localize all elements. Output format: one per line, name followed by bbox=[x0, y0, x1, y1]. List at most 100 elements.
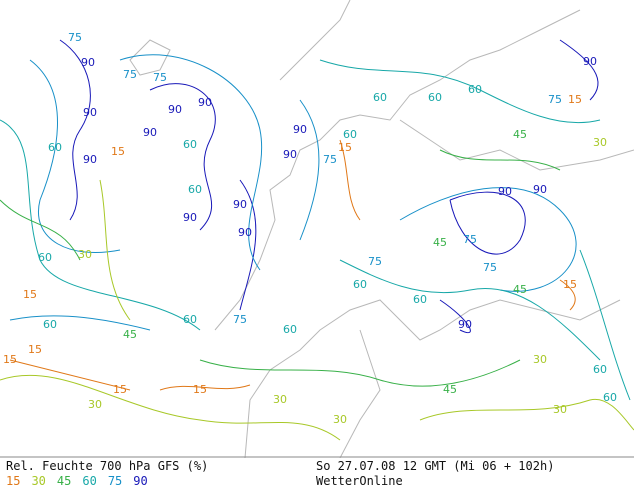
contour-line bbox=[119, 54, 263, 271]
contour-line bbox=[59, 39, 91, 221]
legend-levels: 15 30 45 60 75 90 bbox=[6, 474, 159, 488]
contour-lines bbox=[0, 39, 634, 441]
contour-label: 30 bbox=[78, 248, 92, 261]
contour-label: 60 bbox=[283, 323, 297, 336]
contour-line bbox=[399, 187, 577, 292]
contour-label: 75 bbox=[368, 255, 382, 268]
contour-label: 30 bbox=[553, 403, 567, 416]
contour-label: 30 bbox=[333, 413, 347, 426]
contour-label: 15 bbox=[568, 93, 582, 106]
contour-line bbox=[439, 299, 471, 334]
contour-line bbox=[579, 249, 631, 401]
contour-label: 30 bbox=[273, 393, 287, 406]
legend-level: 60 bbox=[82, 474, 97, 488]
contour-label: 75 bbox=[153, 71, 167, 84]
contour-label: 30 bbox=[593, 136, 607, 149]
contour-label: 90 bbox=[198, 96, 212, 109]
contour-label: 15 bbox=[563, 278, 577, 291]
contour-label: 75 bbox=[483, 261, 497, 274]
contour-line bbox=[559, 279, 576, 311]
legend-level: 15 bbox=[6, 474, 21, 488]
contour-label: 90 bbox=[238, 226, 252, 239]
contour-label: 60 bbox=[603, 391, 617, 404]
contour-label: 90 bbox=[458, 318, 472, 331]
contour-label: 60 bbox=[38, 251, 52, 264]
contour-label: 15 bbox=[111, 145, 125, 158]
contour-line bbox=[449, 191, 526, 255]
coastlines bbox=[129, 0, 634, 458]
contour-label: 45 bbox=[443, 383, 457, 396]
contour-label: 90 bbox=[533, 183, 547, 196]
contour-line bbox=[239, 179, 257, 311]
contour-label: 15 bbox=[3, 353, 17, 366]
contour-line bbox=[299, 99, 320, 241]
contour-label: 75 bbox=[548, 93, 562, 106]
contour-label: 60 bbox=[373, 91, 387, 104]
contour-label: 90 bbox=[83, 106, 97, 119]
contour-label: 90 bbox=[283, 148, 297, 161]
contour-label: 90 bbox=[583, 55, 597, 68]
contour-label: 90 bbox=[83, 153, 97, 166]
contour-label: 90 bbox=[293, 123, 307, 136]
contour-line bbox=[0, 119, 201, 331]
contour-label: 90 bbox=[81, 56, 95, 69]
legend-level: 30 bbox=[31, 474, 46, 488]
contour-label: 90 bbox=[143, 126, 157, 139]
contour-line bbox=[0, 199, 81, 261]
contour-label: 15 bbox=[193, 383, 207, 396]
legend-level: 45 bbox=[56, 474, 72, 488]
contour-label: 30 bbox=[88, 398, 102, 411]
contour-line bbox=[9, 359, 131, 391]
contour-line bbox=[339, 139, 361, 221]
contour-label: 30 bbox=[533, 353, 547, 366]
contour-label: 75 bbox=[323, 153, 337, 166]
contour-line bbox=[419, 398, 634, 431]
contour-label: 90 bbox=[183, 211, 197, 224]
contour-line bbox=[439, 149, 561, 171]
contour-line bbox=[159, 384, 251, 391]
contour-label: 75 bbox=[463, 233, 477, 246]
contour-label: 15 bbox=[28, 343, 42, 356]
contour-line bbox=[0, 374, 341, 441]
contour-label: 90 bbox=[233, 198, 247, 211]
contour-label: 60 bbox=[593, 363, 607, 376]
contour-label: 15 bbox=[338, 141, 352, 154]
valid-time: So 27.07.08 12 GMT (Mi 06 + 102h) bbox=[316, 459, 555, 473]
contour-label: 60 bbox=[353, 278, 367, 291]
source: WetterOnline bbox=[316, 474, 403, 488]
legend-level: 90 bbox=[133, 474, 148, 488]
contour-label: 45 bbox=[433, 236, 447, 249]
contour-label: 90 bbox=[498, 185, 512, 198]
contour-label: 90 bbox=[168, 103, 182, 116]
contour-line bbox=[29, 59, 121, 254]
contour-line bbox=[319, 59, 601, 124]
legend-title: Rel. Feuchte 700 hPa GFS (%) bbox=[6, 459, 209, 473]
contour-label: 15 bbox=[23, 288, 37, 301]
contour-label: 60 bbox=[183, 313, 197, 326]
contour-line bbox=[99, 179, 131, 321]
contour-label: 45 bbox=[513, 128, 527, 141]
contour-line bbox=[199, 359, 521, 387]
contour-line bbox=[559, 39, 599, 101]
contour-line bbox=[9, 315, 151, 331]
legend-level: 75 bbox=[107, 474, 123, 488]
contour-label: 45 bbox=[513, 283, 527, 296]
contour-label: 60 bbox=[343, 128, 357, 141]
contour-label: 60 bbox=[188, 183, 202, 196]
contour-label: 60 bbox=[468, 83, 482, 96]
contour-label: 60 bbox=[183, 138, 197, 151]
contour-label: 60 bbox=[48, 141, 62, 154]
contour-label: 60 bbox=[413, 293, 427, 306]
contour-label: 75 bbox=[233, 313, 247, 326]
contour-label: 60 bbox=[43, 318, 57, 331]
contour-line bbox=[149, 83, 216, 231]
contour-line bbox=[339, 259, 601, 361]
contour-label: 60 bbox=[428, 91, 442, 104]
contour-label: 75 bbox=[123, 68, 137, 81]
contour-label: 45 bbox=[123, 328, 137, 341]
contour-label: 75 bbox=[68, 31, 82, 44]
contour-label: 15 bbox=[113, 383, 127, 396]
